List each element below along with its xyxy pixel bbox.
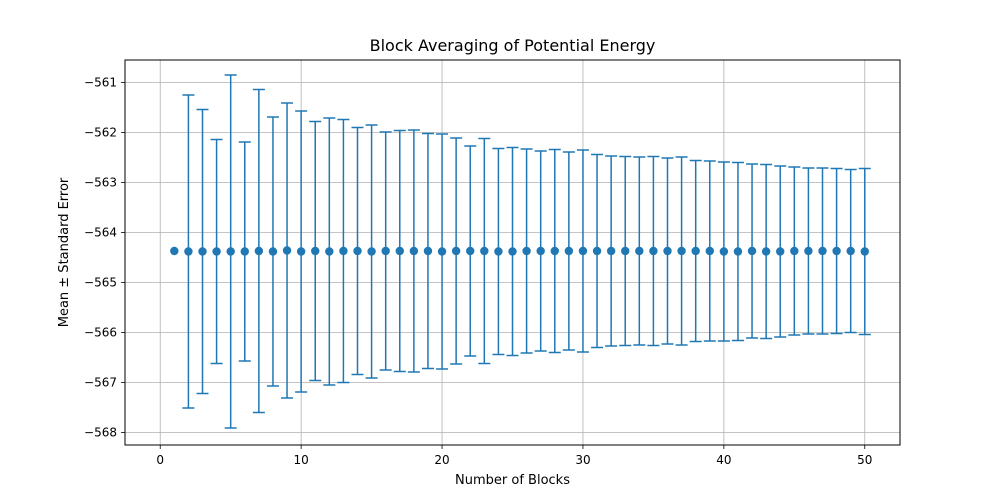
data-point	[733, 247, 743, 256]
data-point	[395, 246, 404, 256]
x-tick-label: 50	[857, 453, 872, 467]
data-point	[550, 246, 559, 256]
data-point	[621, 246, 630, 256]
data-point	[860, 247, 869, 256]
data-point	[381, 246, 390, 256]
data-point	[508, 247, 517, 256]
x-tick-label: 10	[293, 453, 308, 467]
data-point	[818, 246, 827, 256]
data-point	[606, 246, 616, 256]
data-point	[480, 246, 489, 256]
y-tick-label: −563	[84, 176, 117, 190]
data-point	[804, 246, 813, 256]
x-tick-label: 20	[434, 453, 449, 467]
y-tick-label: −561	[84, 76, 117, 90]
data-point	[240, 247, 249, 256]
y-axis-title: Mean ± Standard Error	[57, 177, 72, 327]
data-point	[790, 246, 799, 256]
x-tick-label: 30	[575, 453, 590, 467]
data-point	[719, 247, 729, 256]
y-tick-label: −565	[84, 276, 117, 290]
data-point	[212, 247, 221, 256]
y-tick-label: −564	[84, 226, 117, 240]
data-point	[339, 246, 348, 256]
y-tick-label: −567	[84, 376, 117, 390]
data-point	[494, 247, 503, 256]
axis-ticks: 0 10 20 30 40 50 −568 −567 −566 −565 −564 −563 −562 −…	[84, 76, 872, 468]
x-tick-label: 40	[716, 453, 731, 467]
y-tick-label: −566	[84, 326, 117, 340]
data-point	[761, 247, 771, 256]
data-point	[170, 246, 179, 256]
chart-title: Block Averaging of Potential Energy	[370, 36, 656, 55]
data-point	[367, 247, 376, 256]
data-point	[649, 246, 658, 256]
data-point	[677, 246, 686, 256]
data-point	[776, 247, 785, 256]
data-point	[635, 246, 644, 256]
data-point	[578, 246, 588, 256]
data-point	[691, 246, 700, 256]
data-point	[747, 246, 757, 256]
data-point	[296, 247, 306, 256]
data-point	[437, 247, 447, 256]
data-point	[451, 246, 461, 256]
data-point	[423, 246, 433, 256]
data-point	[325, 247, 334, 256]
data-point	[522, 246, 531, 256]
x-tick-label: 0	[156, 453, 164, 467]
data-point	[409, 246, 419, 256]
data-point	[536, 246, 545, 256]
data-point	[254, 246, 264, 256]
y-tick-label: −568	[84, 426, 117, 440]
plot-frame	[124, 59, 901, 446]
data-point	[832, 246, 841, 256]
data-point	[226, 247, 235, 256]
x-axis-title: Number of Blocks	[455, 473, 570, 488]
data-points	[170, 246, 869, 256]
data-point	[592, 246, 602, 256]
data-point	[705, 246, 714, 256]
data-point	[198, 247, 207, 256]
data-point	[282, 246, 292, 255]
data-point	[466, 246, 475, 256]
data-point	[184, 247, 193, 256]
data-point	[268, 247, 278, 256]
data-point	[564, 246, 574, 256]
data-point	[311, 246, 320, 256]
data-point	[846, 246, 855, 256]
y-tick-label: −562	[84, 126, 117, 140]
data-point	[353, 246, 362, 256]
data-point	[663, 246, 672, 256]
